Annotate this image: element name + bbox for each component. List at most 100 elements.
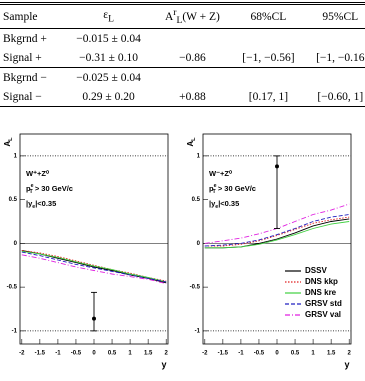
x-tick-label: 1.5: [327, 351, 336, 357]
table-cell: [0.17, 1]: [231, 87, 306, 108]
results-table: Sample εL ArL(W + Z) 68%CL 95%CL Bkgrnd + −0.0…: [0, 2, 365, 108]
table-cell: −0.86: [179, 51, 206, 64]
table-cell: [153, 67, 232, 88]
series-line: [21, 250, 167, 283]
data-point: [92, 316, 96, 321]
y-tick-label: -0.5: [7, 285, 18, 291]
text-rest: |<0.35: [35, 199, 56, 208]
text-base: ε: [103, 8, 109, 21]
y-tick-label: 0: [197, 241, 201, 247]
chart-panel: -1 -0.5 0 0.5 1 -2 -1.5 -1 -0.5 0 0.5 1 1.5 2 y AL W⁻+Z⁰…: [186, 133, 352, 369]
x-tick-label: 1.5: [144, 351, 153, 357]
plot-frame: [202, 133, 352, 345]
table-cell: [154, 29, 232, 49]
subscript: L: [8, 137, 14, 141]
x-tick-label: 0.5: [291, 351, 300, 357]
x-axis-label: y: [161, 359, 166, 369]
series-line: [204, 221, 350, 249]
annotation: pe T > 30 GeV/c: [26, 183, 73, 195]
subscript: L: [176, 15, 183, 27]
legend-label: GRSV std: [305, 299, 342, 308]
y-tick-label: 0.5: [192, 197, 201, 203]
x-tick-label: -1: [55, 351, 61, 357]
table-cell: Bkgrnd −: [0, 67, 64, 88]
table-cell: 0.29 ± 0.20: [63, 87, 154, 108]
y-tick-label: 0: [14, 241, 18, 247]
header-cell: 68%CL: [231, 3, 306, 30]
y-tick-label: -1: [12, 328, 18, 334]
annotation: |ye|<0.35: [209, 199, 239, 210]
y-axis-label: AL: [3, 137, 14, 147]
x-tick-label: -1.5: [218, 351, 229, 357]
y-tick-label: -0.5: [190, 285, 201, 291]
x-tick-label: -2: [202, 351, 208, 357]
x-tick-label: 0: [92, 351, 96, 357]
table-cell: [−0.60, 1]: [305, 87, 365, 108]
chart-panel: -1 -0.5 0 0.5 1 -2 -1.5 -1 -0.5 0 0.5 1 1.5 2 y AL W⁺+Z⁰…: [3, 133, 169, 369]
subscript: e: [215, 204, 218, 210]
x-tick-label: 0: [275, 351, 279, 357]
text-base: p: [209, 184, 214, 193]
text-base: |y: [209, 199, 216, 208]
x-tick-label: 0.5: [108, 351, 117, 357]
x-tick-label: -1.5: [35, 351, 46, 357]
x-tick-label: -2: [19, 351, 25, 357]
text-rest: (W + Z): [182, 10, 220, 23]
annotation: W⁻+Z⁰: [209, 169, 233, 178]
table-cell: −0.025 ± 0.04: [63, 67, 154, 88]
annotation: pe T > 30 GeV/c: [209, 183, 256, 195]
y-tick-label: -1: [195, 328, 201, 334]
text-base: |y: [26, 199, 33, 208]
text-base: A: [164, 10, 174, 23]
y-axis-label: AL: [186, 137, 197, 147]
text-base: A: [186, 141, 195, 147]
plot-frame: [19, 133, 169, 345]
superscript: e: [214, 183, 217, 189]
x-tick-label: -0.5: [254, 351, 265, 357]
x-tick-label: -0.5: [71, 351, 82, 357]
table-cell: [306, 29, 365, 49]
data-point: [275, 164, 279, 169]
table-cell: −0.015 ± 0.04: [76, 32, 141, 45]
table-row: Signal + −0.31 ± 0.10 −0.86 [−1, −0.56] [−1,…: [0, 48, 365, 68]
text-rest: |<0.35: [218, 199, 239, 208]
series-line: [21, 251, 167, 283]
table-cell: [−1, −0.56]: [242, 51, 295, 64]
table-row: Bkgrnd + −0.015 ± 0.04: [0, 29, 365, 49]
table-cell: +0.88: [153, 87, 232, 108]
header-cell: Sample: [0, 3, 64, 30]
x-tick-label: 2: [165, 351, 169, 357]
legend-label: DNS kre: [305, 288, 337, 297]
series-line: [21, 249, 167, 284]
table-cell: Bkgrnd +: [3, 32, 47, 45]
table-cell: [305, 67, 365, 88]
legend-label: DSSV: [305, 266, 327, 275]
subscript: L: [191, 137, 197, 141]
series-line: [204, 216, 350, 247]
legend: DSSV DNS kkp DNS kre GRSV std GRSV val: [283, 263, 345, 324]
text-rest: > 30 GeV/c: [216, 184, 256, 193]
annotation: |ye|<0.35: [26, 199, 56, 210]
legend-label: GRSV val: [305, 310, 341, 319]
series-line: [204, 214, 350, 247]
x-tick-label: 1: [311, 351, 315, 357]
header-cell: ArL(W + Z): [153, 3, 232, 30]
subscript: L: [108, 13, 114, 25]
subscript: T: [30, 189, 34, 195]
x-tick-label: -1: [238, 351, 244, 357]
text-base: A: [3, 141, 12, 147]
annotation: W⁺+Z⁰: [26, 169, 50, 178]
superscript: r: [173, 7, 177, 18]
table-cell: Signal −: [0, 87, 64, 108]
table-cell: [231, 67, 306, 88]
table-cell: [−1, −0.16: [316, 51, 365, 64]
series-line: [21, 254, 167, 285]
table-cell: −0.31 ± 0.10: [79, 51, 138, 64]
text-base: p: [26, 184, 31, 193]
y-tick-label: 0.5: [9, 197, 18, 203]
y-tick-label: 1: [14, 153, 18, 159]
header-row: Sample εL ArL(W + Z) 68%CL 95%CL: [0, 3, 365, 30]
superscript: e: [31, 183, 34, 189]
table-row: Signal −0.29 ± 0.20 +0.88 [0.17, 1] [−0.60,…: [0, 87, 365, 108]
